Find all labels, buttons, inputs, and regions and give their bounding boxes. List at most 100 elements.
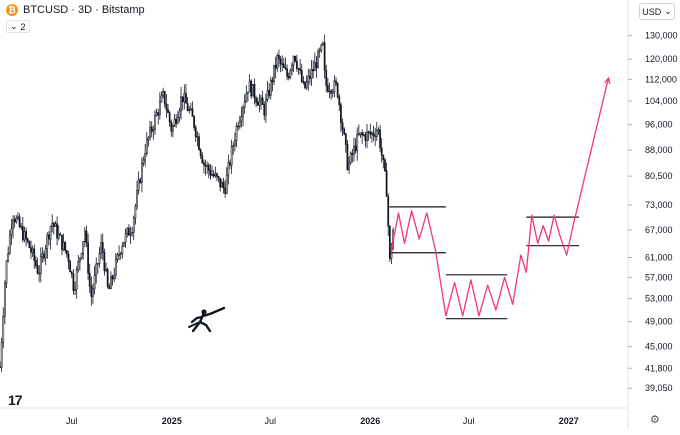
symbol-title: BTCUSD · 3D · Bitstamp [23, 4, 145, 16]
candle [189, 108, 192, 111]
candle [54, 223, 57, 227]
candle [36, 265, 39, 274]
candle [116, 254, 119, 260]
currency-dropdown[interactable]: USD ⌄ [639, 3, 675, 20]
candle [41, 253, 44, 258]
y-tick-label: 73,000 [645, 200, 673, 210]
candle [214, 173, 217, 177]
candle [199, 149, 202, 156]
candle [127, 227, 130, 236]
gear-icon[interactable]: ⚙ [650, 414, 660, 426]
x-tick-label: Jul [66, 416, 78, 426]
candle [51, 222, 54, 227]
candle [224, 187, 226, 194]
candle [296, 60, 298, 69]
y-tick-label: 96,000 [645, 120, 673, 130]
candle [330, 90, 332, 94]
candle [21, 226, 24, 241]
candle [92, 288, 94, 297]
symbol-header[interactable]: ₿ BTCUSD · 3D · Bitstamp [6, 4, 145, 16]
candle [309, 75, 311, 80]
candle [266, 89, 269, 100]
candle [106, 269, 109, 287]
price-axis[interactable]: 130,000 120,000 112,000 104,000 96,000 88,000… [628, 31, 678, 393]
candle [155, 112, 158, 116]
candle [282, 63, 285, 68]
candle [371, 132, 373, 135]
time-axis[interactable]: Jul 2025 Jul 2026 Jul 2027 [66, 416, 579, 426]
y-tick-label: 49,000 [645, 317, 673, 327]
candle [194, 127, 197, 138]
candle [25, 231, 27, 240]
candle [69, 261, 72, 273]
y-tick-label: 112,000 [645, 74, 677, 84]
tradingview-logo: 17 [8, 392, 23, 408]
candle [93, 274, 96, 290]
candle [0, 341, 3, 368]
candle [220, 182, 223, 188]
candle [323, 42, 326, 71]
candle [28, 241, 31, 248]
candle [186, 102, 189, 112]
candle [160, 95, 163, 103]
candle [279, 58, 282, 65]
candle [165, 103, 168, 110]
candle [367, 131, 370, 134]
candle [13, 219, 16, 223]
candle [212, 174, 215, 177]
candle [5, 260, 8, 284]
candle [111, 276, 114, 280]
candle [369, 131, 372, 135]
candle [67, 253, 70, 262]
candle [320, 44, 323, 51]
candle [139, 179, 142, 183]
candle [198, 136, 200, 151]
candle [2, 315, 5, 343]
candle [172, 125, 174, 132]
candle [7, 253, 10, 262]
candle [113, 274, 116, 280]
candle [331, 91, 334, 94]
candle [129, 233, 132, 236]
candle [274, 64, 277, 69]
candle [83, 230, 86, 242]
candle [361, 132, 363, 136]
y-tick-label: 41,800 [645, 363, 673, 373]
candle [353, 145, 355, 155]
candle [325, 69, 328, 86]
candle [193, 116, 195, 128]
candle [118, 254, 120, 256]
candle [196, 136, 199, 138]
candle [158, 101, 161, 116]
x-tick-label: 2025 [162, 416, 182, 426]
candle [317, 50, 319, 69]
candle [328, 90, 331, 93]
candle [79, 257, 81, 262]
indicator-legend-toggle[interactable]: ⌄ 2 [6, 20, 30, 33]
candle [162, 90, 164, 97]
candle [271, 79, 274, 83]
x-tick-label: 2026 [360, 416, 380, 426]
candle [178, 110, 181, 118]
fencer-silhouette-icon [188, 306, 226, 333]
candle [72, 273, 75, 291]
candle [57, 233, 60, 239]
candle [232, 145, 235, 148]
candle [77, 261, 80, 271]
candle [203, 162, 205, 166]
candle [269, 79, 272, 96]
candle [216, 173, 218, 177]
y-tick-label: 67,000 [645, 225, 673, 235]
x-tick-label: 2027 [559, 416, 579, 426]
x-tick-label: Jul [264, 416, 276, 426]
candle [43, 253, 45, 259]
candle [150, 126, 153, 132]
candle [209, 169, 212, 176]
candle [253, 83, 256, 99]
candle [173, 118, 176, 127]
candle [62, 241, 65, 250]
candle [217, 176, 220, 179]
candle [110, 276, 112, 290]
